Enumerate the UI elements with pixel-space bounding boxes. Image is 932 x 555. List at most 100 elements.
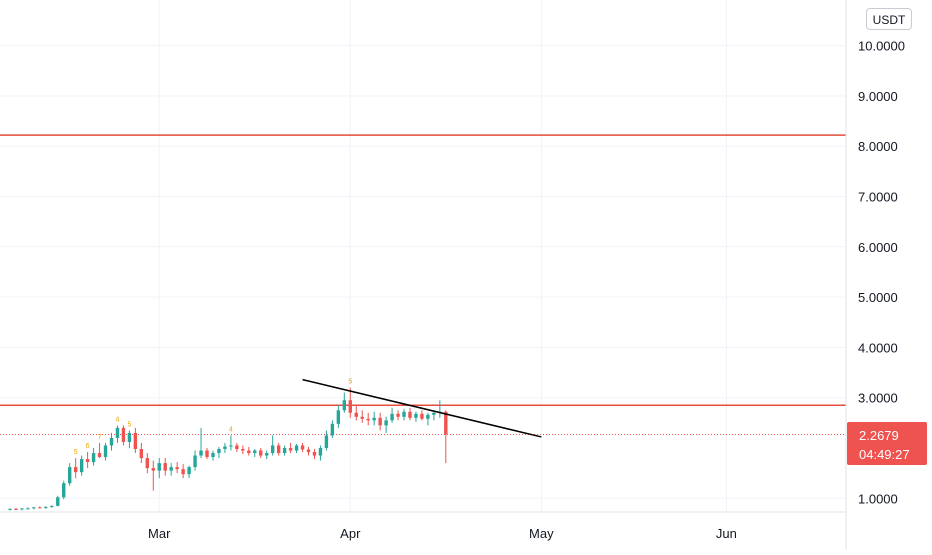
candle[interactable] — [145, 453, 150, 474]
candle[interactable] — [265, 450, 269, 460]
candle-body — [145, 458, 150, 469]
candle[interactable] — [217, 446, 221, 459]
sequential-count-label: 6 — [86, 443, 90, 450]
candle-body — [360, 416, 364, 419]
candle[interactable] — [438, 400, 442, 418]
candle[interactable] — [32, 506, 36, 510]
currency-label[interactable]: USDT — [866, 8, 912, 30]
candle[interactable] — [294, 443, 299, 454]
candle[interactable] — [414, 411, 418, 422]
candle[interactable] — [378, 412, 382, 431]
candle[interactable] — [384, 416, 388, 433]
candle[interactable] — [223, 442, 227, 454]
grid-layer — [0, 0, 846, 512]
candle[interactable] — [288, 442, 293, 454]
candle[interactable] — [306, 446, 311, 456]
candle-body — [294, 445, 299, 451]
candle[interactable] — [205, 448, 209, 460]
candle[interactable] — [312, 449, 317, 460]
candle[interactable] — [444, 410, 448, 464]
candle[interactable] — [8, 508, 12, 511]
candle[interactable] — [127, 430, 132, 448]
candle[interactable] — [121, 425, 126, 446]
candle[interactable] — [199, 427, 203, 459]
candle[interactable] — [348, 387, 352, 418]
candle[interactable] — [38, 506, 42, 509]
candle[interactable] — [318, 445, 323, 461]
candle[interactable] — [139, 442, 144, 464]
price-axis-label: 8.0000 — [858, 139, 898, 154]
candle[interactable] — [300, 442, 305, 453]
candle[interactable] — [169, 463, 173, 476]
candle[interactable] — [270, 435, 275, 456]
candle[interactable] — [50, 505, 54, 508]
candle[interactable] — [408, 407, 412, 421]
candle[interactable] — [14, 507, 18, 510]
candle[interactable] — [91, 448, 96, 466]
candle[interactable] — [157, 458, 161, 479]
candle-body — [265, 453, 269, 456]
candle[interactable] — [402, 408, 406, 421]
candle[interactable] — [211, 450, 215, 461]
candle[interactable] — [247, 446, 251, 456]
candle[interactable] — [420, 410, 424, 421]
candle[interactable] — [276, 442, 281, 456]
candle[interactable] — [181, 464, 185, 479]
candle-body — [62, 483, 66, 498]
current-price-tag: 2.2679 04:49:27 — [847, 422, 927, 465]
candle[interactable] — [354, 405, 358, 421]
candle[interactable] — [85, 452, 90, 469]
candles[interactable] — [8, 387, 448, 511]
candle[interactable] — [336, 405, 341, 428]
candle[interactable] — [282, 445, 287, 456]
candle[interactable] — [44, 506, 48, 509]
candle[interactable] — [62, 480, 66, 500]
candle[interactable] — [97, 442, 102, 459]
candle[interactable] — [187, 465, 191, 479]
time-axis[interactable]: Mar Apr May Jun — [148, 526, 737, 541]
candle[interactable] — [432, 410, 436, 421]
trendline[interactable] — [302, 378, 542, 438]
candle[interactable] — [20, 508, 24, 511]
candle-countdown: 04:49:27 — [859, 447, 910, 462]
candle[interactable] — [259, 448, 263, 459]
candle[interactable] — [342, 392, 347, 413]
candle[interactable] — [79, 455, 84, 476]
candle[interactable] — [235, 442, 239, 453]
candle[interactable] — [73, 458, 78, 479]
candle[interactable] — [109, 432, 114, 451]
candle[interactable] — [175, 462, 179, 474]
price-axis-label: 6.0000 — [858, 240, 898, 255]
price-axis-label: 5.0000 — [858, 290, 898, 305]
candle[interactable] — [151, 460, 155, 491]
candle[interactable] — [56, 495, 60, 507]
candle[interactable] — [103, 442, 108, 461]
trendline-layer[interactable] — [302, 378, 542, 438]
candle[interactable] — [253, 449, 257, 458]
horizontal-lines[interactable] — [0, 134, 846, 436]
candle[interactable] — [68, 463, 72, 486]
candle[interactable] — [115, 425, 120, 443]
candle[interactable] — [324, 430, 329, 451]
candle[interactable] — [330, 420, 335, 438]
candle[interactable] — [372, 411, 376, 426]
candle[interactable] — [390, 407, 394, 423]
candle[interactable] — [193, 450, 197, 471]
price-axis[interactable]: 10.0000 9.0000 8.0000 7.0000 6.0000 5.0000 4.0… — [858, 39, 905, 507]
candle[interactable] — [241, 445, 245, 455]
candle[interactable] — [366, 412, 370, 426]
candle-body — [85, 459, 90, 463]
candle[interactable] — [229, 435, 233, 451]
candle-body — [73, 467, 78, 473]
candle[interactable] — [163, 458, 167, 476]
candle[interactable] — [426, 412, 430, 426]
candle[interactable] — [360, 410, 364, 423]
candle[interactable] — [396, 410, 400, 421]
candle[interactable] — [133, 427, 138, 454]
candle-body — [157, 463, 161, 471]
candle-body — [282, 448, 287, 454]
sequential-count-label: 4 — [116, 416, 120, 423]
candle[interactable] — [26, 507, 30, 510]
